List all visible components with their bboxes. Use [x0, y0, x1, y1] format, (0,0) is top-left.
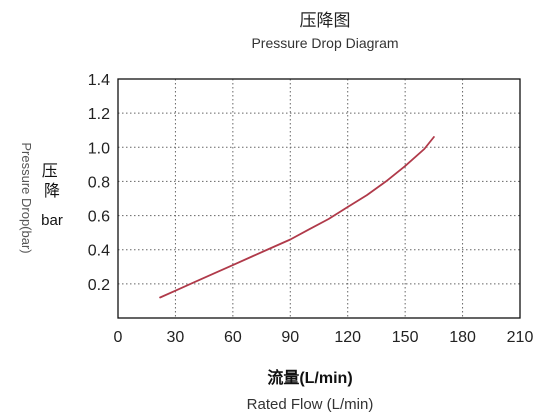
y-tick-label: 0.4 [88, 243, 110, 260]
axis-ticks: 0 30 60 90 120 150 180 210 0.2 0.4 0.6 0.8 1.0 1.2 1.4 [88, 72, 534, 346]
y-tick-label: 1.0 [88, 140, 110, 157]
x-tick-label: 180 [449, 329, 476, 346]
y-tick-label: 0.8 [88, 174, 110, 191]
y-tick-label: 0.2 [88, 277, 110, 294]
x-axis-label-en: Rated Flow (L/min) [247, 396, 374, 413]
plot-frame [117, 78, 521, 319]
y-axis-label-cn: 压 降 [42, 163, 62, 200]
x-tick-label: 30 [167, 329, 185, 346]
x-axis-label: 流量(L/min) [267, 368, 352, 387]
y-tick-label: 1.4 [88, 72, 110, 89]
y-axis-label-cn-char-2: 降 [44, 182, 60, 200]
y-axis-label: Pressure Drop(bar) [19, 142, 34, 253]
series-layer [159, 136, 435, 299]
x-tick-label: 0 [114, 329, 123, 346]
x-tick-label: 150 [392, 329, 419, 346]
chart-subtitle: Pressure Drop Diagram [251, 35, 398, 51]
y-tick-label: 0.6 [88, 209, 110, 226]
x-tick-label: 120 [334, 329, 361, 346]
x-tick-label: 210 [507, 329, 534, 346]
chart-title: 压降图 [300, 11, 351, 30]
x-tick-label: 90 [281, 329, 299, 346]
y-axis-label-unit: bar [41, 212, 63, 229]
y-axis-label-cn-char-1: 压 [42, 163, 58, 180]
series-line-0 [159, 136, 435, 299]
x-tick-label: 60 [224, 329, 242, 346]
y-tick-label: 1.2 [88, 106, 110, 123]
grid [118, 79, 520, 318]
